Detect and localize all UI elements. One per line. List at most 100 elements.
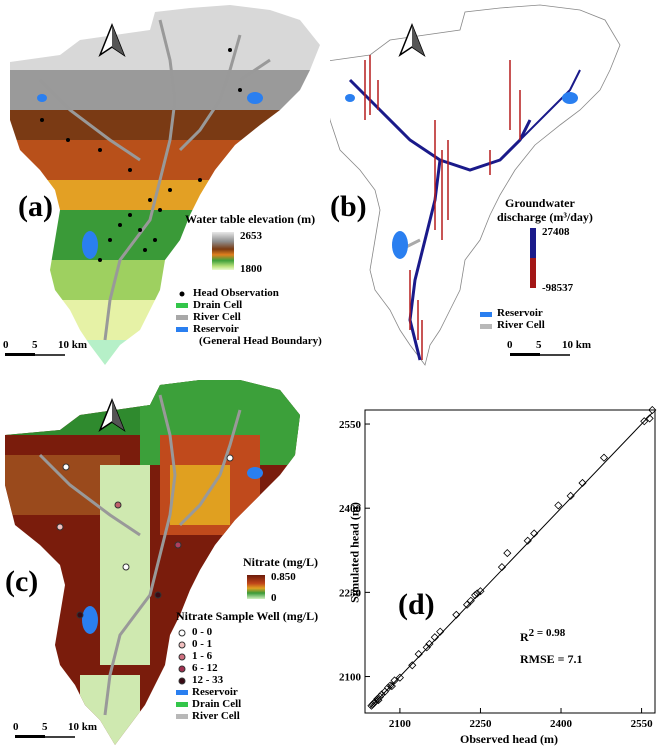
legend-drain-cell: Drain Cell [193, 299, 243, 311]
panel-c-label: (c) [5, 565, 39, 598]
panel-c-legend-title: Nitrate (mg/L) [243, 555, 318, 569]
panel-a-label: (a) [18, 190, 53, 223]
data-point [476, 587, 485, 596]
data-point [387, 682, 396, 691]
well-range-3: 1 - 6 [192, 650, 213, 662]
legend-river-cell: River Cell [193, 311, 241, 323]
data-point [473, 589, 482, 598]
panel-b: (b) Groundwater discharge (m³/day) 27408… [330, 0, 660, 370]
panel-a-map [5, 5, 320, 365]
nitrate-wells [56, 454, 234, 619]
scale-0-b: 0 [507, 339, 513, 351]
rmse-annotation: RMSE = 7.1 [520, 652, 583, 666]
data-point [471, 591, 480, 600]
north-arrow-icon [98, 397, 126, 432]
panel-c-map [5, 380, 300, 745]
north-arrow-icon [398, 22, 426, 57]
data-point [374, 696, 383, 705]
north-arrow-icon [98, 22, 126, 57]
discharge-bars [364, 55, 521, 360]
data-point [452, 610, 461, 619]
panel-c: (c) Nitrate (mg/L) 0.850 0 Nitrate Sampl… [0, 375, 330, 749]
scale-5-c: 5 [42, 721, 48, 733]
panel-b-label: (b) [330, 190, 367, 223]
legend-reservoir: Reservoir [193, 323, 239, 335]
y-tick-label: 2100 [339, 672, 362, 684]
x-tick-label: 2100 [389, 718, 412, 730]
panel-b-min: -98537 [542, 282, 574, 294]
panel-b-legend-title-1: Groundwater [505, 196, 575, 210]
x-ticks: 2100 2250 2400 2550 [389, 708, 653, 730]
data-point [422, 643, 431, 652]
data-points [367, 405, 657, 710]
well-range-4: 6 - 12 [192, 662, 218, 674]
panel-c-min: 0 [271, 592, 277, 604]
y-tick-label: 2250 [339, 587, 362, 599]
data-point [523, 536, 532, 545]
well-range-1: 0 - 0 [192, 626, 213, 638]
data-point [414, 650, 423, 659]
data-point [466, 596, 475, 605]
data-point [530, 529, 539, 538]
data-point [384, 683, 393, 692]
legend-reservoir-c: Reservoir [192, 686, 238, 698]
data-point [430, 633, 439, 642]
legend-ghb: (General Head Boundary) [199, 335, 322, 347]
data-point [390, 676, 399, 685]
y-tick-label: 2400 [339, 503, 362, 515]
panel-a-max: 2653 [240, 230, 262, 242]
data-point [599, 453, 609, 462]
x-tick-label: 2400 [550, 718, 573, 730]
r2-value: 2 = 0.98 [528, 627, 566, 639]
panel-c-max: 0.850 [271, 571, 296, 583]
legend-reservoir-b: Reservoir [497, 307, 543, 319]
well-range-2: 0 - 1 [192, 638, 213, 650]
scale-10-b: 10 km [562, 339, 592, 351]
data-point [408, 661, 417, 670]
legend-river-cell-b: River Cell [497, 319, 545, 331]
data-point [503, 549, 512, 558]
y-tick-label: 2550 [339, 419, 362, 431]
data-point [425, 639, 434, 649]
head-observation-points [40, 48, 242, 262]
scale-0: 0 [3, 339, 9, 351]
scale-5: 5 [32, 339, 38, 351]
well-range-5: 12 - 33 [192, 674, 224, 686]
panel-a-min: 1800 [240, 263, 262, 275]
data-point [648, 405, 657, 415]
data-point [554, 501, 563, 510]
data-point [640, 417, 649, 426]
fit-line [370, 412, 653, 708]
panel-c-well-title: Nitrate Sample Well (mg/L) [176, 609, 319, 623]
panel-b-max: 27408 [542, 226, 570, 238]
panel-a-legend-title: Water table elevation (m) [185, 212, 316, 226]
y-ticks: 2100 2250 2400 2550 [339, 419, 370, 684]
panel-a: (a) Water table elevation (m) 2653 1800 … [0, 0, 330, 370]
legend-drain-c: Drain Cell [192, 698, 242, 710]
r2-label: R [520, 630, 529, 644]
r2-annotation: R2 = 0.98 [520, 627, 565, 645]
data-point [436, 627, 445, 636]
data-point [371, 697, 380, 706]
data-point [645, 414, 654, 423]
data-point [497, 563, 507, 572]
data-point [386, 681, 395, 690]
water-table-colorbar [212, 232, 234, 270]
panel-d-label: (d) [398, 588, 435, 621]
nitrate-colorbar [247, 575, 265, 599]
data-point [395, 673, 404, 682]
legend-head-observation: Head Observation [193, 287, 279, 299]
data-point [377, 690, 386, 699]
panel-d: 2100 2250 2400 2550 2100 2250 2400 2550 (d) R2… [330, 375, 660, 749]
data-point [375, 692, 385, 701]
scale-5-b: 5 [536, 339, 542, 351]
data-point [578, 478, 587, 488]
x-tick-label: 2250 [469, 718, 492, 730]
scale-10: 10 km [58, 339, 88, 351]
legend-river-c: River Cell [192, 710, 240, 722]
x-tick-label: 2550 [631, 718, 654, 730]
data-point [566, 491, 575, 500]
panel-b-map [330, 4, 621, 366]
scale-10-c: 10 km [68, 721, 98, 733]
data-point [462, 600, 472, 609]
